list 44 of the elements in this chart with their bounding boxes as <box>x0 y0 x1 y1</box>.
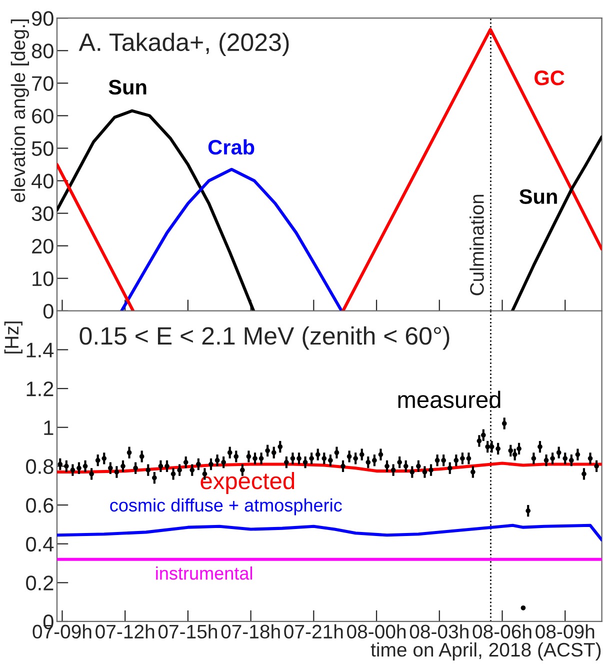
x-axis-title: time on April, 2018 (ACST) <box>370 642 601 661</box>
series-label: Crab <box>208 139 254 155</box>
y-axis-title: elevation angle [deg.] <box>10 19 29 202</box>
x-tick-label: 08-06h <box>472 624 532 639</box>
annotation: A. Takada+, (2023) <box>78 32 289 56</box>
y-tick-label: 0.6 <box>26 498 54 513</box>
y-tick-label: 80 <box>32 44 54 58</box>
y-tick-label: 0 <box>43 304 54 319</box>
x-tick-label: 08-09h <box>536 624 594 639</box>
line-series <box>56 462 602 474</box>
y-tick-label: 90 <box>32 11 54 26</box>
x-tick-label: 07-18h <box>221 624 280 639</box>
y-tick-label: 0.8 <box>26 459 54 474</box>
line-series <box>510 135 602 311</box>
y-tick-label: 1.4 <box>26 342 54 358</box>
y-tick-label: 50 <box>32 141 54 156</box>
y-tick-label: 10 <box>32 271 54 286</box>
ref-line-label: Culmination <box>470 194 484 296</box>
series-label: GC <box>534 70 564 86</box>
line-series <box>56 524 602 542</box>
x-tick-label: 07-15h <box>158 624 217 639</box>
y-tick-label: 70 <box>32 76 54 91</box>
y-tick-label: 0.4 <box>26 536 54 552</box>
x-tick-label: 07-21h <box>284 624 343 639</box>
series-label: instrumental <box>156 566 252 580</box>
series-label: Sun <box>108 80 146 95</box>
y-tick-label: 30 <box>32 206 54 222</box>
y-tick-label: 0.2 <box>26 576 54 590</box>
y-tick-label: 60 <box>32 108 54 124</box>
y-tick-label: 1 <box>44 420 54 435</box>
x-tick-label: 07-12h <box>96 624 154 639</box>
x-tick-label: 08-00h <box>347 624 406 639</box>
x-tick-label: 08-03h <box>410 624 468 639</box>
y-tick-label: 1.2 <box>26 382 54 396</box>
series-label: cosmic diffuse + atmospheric <box>110 498 342 516</box>
line-series <box>56 109 256 311</box>
line-series <box>120 168 344 311</box>
series-label: measured <box>398 390 500 408</box>
y-tick-label: 40 <box>32 174 54 189</box>
y-axis-title: [Hz] <box>4 322 22 354</box>
series-label: expected <box>200 472 294 494</box>
annotation: 0.15 < E < 2.1 MeV (zenith < 60°) <box>80 326 450 350</box>
y-tick-label: 20 <box>32 238 54 254</box>
series-label: Sun <box>519 189 557 204</box>
